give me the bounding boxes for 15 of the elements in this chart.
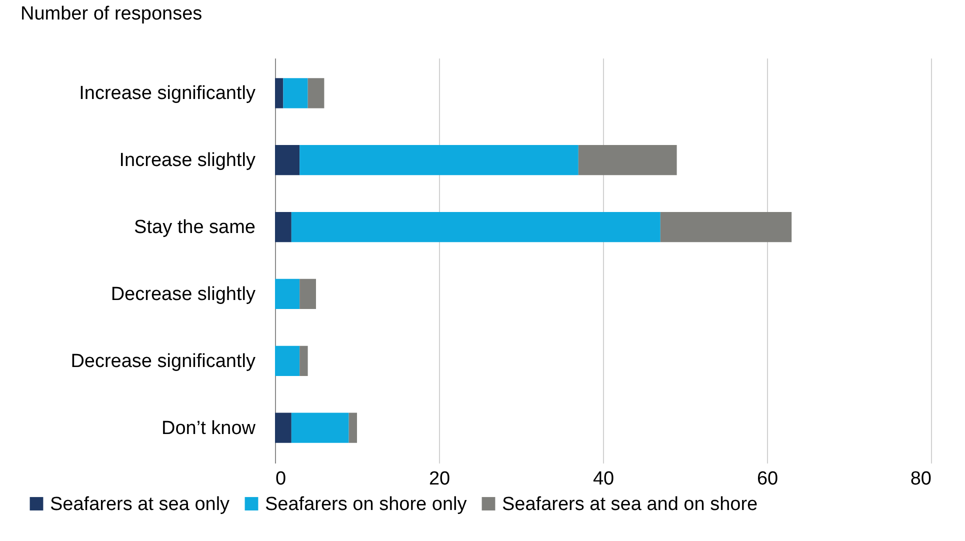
x-tick-label: 80 — [910, 468, 932, 490]
x-axis-title: Number of responses — [20, 4, 202, 24]
x-tick-label: 40 — [592, 468, 614, 490]
x-tick-label: 0 — [276, 468, 286, 490]
legend-label: Seafarers at sea only — [50, 494, 230, 515]
x-tick-label: 20 — [428, 468, 450, 490]
y-tick-label: Don’t know — [162, 418, 256, 439]
legend-label: Seafarers at sea and on shore — [502, 494, 758, 515]
y-tick-label: Decrease significantly — [70, 350, 256, 372]
y-tick-label: Increase significantly — [79, 83, 256, 104]
legend-label: Seafarers on shore only — [265, 494, 468, 515]
x-tick-label: 60 — [756, 468, 778, 490]
y-tick-label: Decrease slightly — [110, 284, 256, 305]
y-tick-label: Increase slightly — [119, 150, 256, 172]
y-tick-label: Stay the same — [134, 217, 256, 238]
